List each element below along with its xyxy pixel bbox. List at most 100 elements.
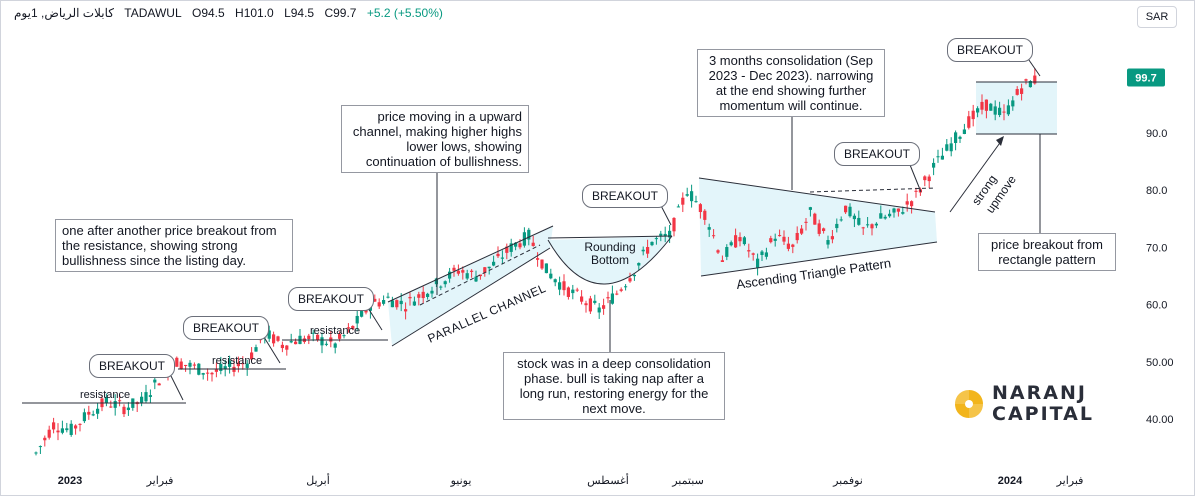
candle-body-97 (461, 270, 465, 273)
candle-body-6 (60, 428, 64, 433)
candle-body-44 (228, 360, 232, 367)
breakout-bubble-4: BREAKOUT (582, 184, 669, 208)
candle-body-136 (632, 274, 636, 277)
candle-body-217 (989, 103, 993, 111)
candle-body-216 (984, 99, 988, 111)
candle-body-90 (430, 290, 434, 294)
candle-body-74 (360, 311, 364, 317)
candle-body-2 (43, 437, 47, 441)
candle-body-84 (404, 309, 408, 312)
x-tick-3: يونيو (450, 475, 472, 487)
candle-body-177 (813, 213, 817, 225)
candle-body-207 (945, 144, 949, 151)
candle-body-17 (109, 406, 113, 408)
candle-body-66 (324, 343, 328, 345)
resistance-label-2: resistance (212, 355, 262, 367)
candle-body-152 (703, 210, 707, 220)
candle-body-198 (905, 201, 909, 205)
candle-body-32 (175, 357, 179, 367)
candle-body-139 (646, 247, 650, 254)
logo-core (965, 400, 973, 408)
candle-body-150 (694, 201, 698, 203)
candle-body-100 (474, 276, 478, 282)
note-three-month-consolidation: 3 months consolidation (Sep 2023 - Dec 2… (697, 49, 885, 117)
candle-body-101 (478, 274, 482, 277)
candle-body-53 (267, 330, 271, 339)
ohlc-high: H101.0 (235, 6, 274, 20)
candle-body-57 (285, 345, 289, 350)
candle-body-94 (448, 271, 452, 279)
candle-body-191 (874, 223, 878, 226)
candle-body-80 (386, 296, 390, 298)
candle-body-28 (157, 383, 161, 386)
candle-body-4 (52, 422, 56, 430)
candle-body-189 (866, 224, 870, 226)
candle-body-222 (1011, 100, 1015, 107)
breakout-bubble-6: BREAKOUT (947, 38, 1034, 62)
candle-body-48 (245, 363, 249, 368)
logo-line-1: NARANJ (992, 382, 1087, 404)
candle-body-182 (835, 223, 839, 229)
candle-body-212 (967, 116, 971, 128)
candle-body-119 (558, 282, 562, 290)
y-tick-1: 80.0 (1146, 185, 1167, 197)
candle-body-65 (320, 337, 324, 346)
candle-body-140 (650, 241, 654, 246)
candle-body-214 (976, 108, 980, 113)
candle-body-125 (584, 303, 588, 306)
breakout-bubble-1: BREAKOUT (89, 354, 176, 378)
currency-button[interactable]: SAR (1137, 6, 1177, 28)
candle-body-58 (289, 341, 293, 343)
candle-body-195 (892, 208, 896, 213)
naranj-logo-mark-icon (955, 390, 983, 418)
candle-body-109 (514, 242, 518, 247)
candle-body-226 (1028, 81, 1032, 88)
candle-body-0 (34, 452, 38, 454)
x-tick-5: سبتمبر (671, 475, 704, 487)
candle-body-121 (566, 287, 570, 297)
candle-body-12 (87, 411, 91, 415)
y-tick-4: 50.00 (1146, 357, 1174, 369)
candle-body-144 (668, 230, 672, 238)
candle-body-227 (1033, 75, 1037, 84)
candle-body-160 (738, 237, 742, 242)
candle-body-104 (492, 261, 496, 266)
candle-body-219 (998, 107, 1002, 116)
candle-body-164 (756, 258, 760, 268)
candle-body-46 (236, 362, 240, 367)
candle-body-19 (118, 400, 122, 402)
breakout-bubble-5: BREAKOUT (834, 142, 921, 166)
candle-body-42 (219, 363, 223, 371)
note-resistance: one after another price breakout from th… (55, 219, 293, 272)
naranj-logo: NARANJ CAPITAL (952, 380, 1102, 428)
candle-body-95 (452, 267, 456, 271)
candle-body-69 (338, 334, 342, 339)
candle-body-16 (104, 397, 108, 403)
candle-body-118 (553, 279, 557, 283)
candle-body-49 (250, 352, 254, 360)
candle-body-173 (795, 232, 799, 241)
candle-body-132 (615, 293, 619, 295)
candle-body-106 (500, 257, 504, 259)
candle-body-221 (1006, 105, 1010, 115)
candle-body-36 (192, 364, 196, 366)
candle-body-127 (593, 300, 597, 303)
candle-body-85 (408, 296, 412, 299)
candle-body-99 (470, 270, 474, 272)
candle-body-25 (144, 392, 148, 402)
y-tick-5: 40.00 (1146, 414, 1174, 426)
logo-petal-2 (969, 404, 983, 418)
y-tick-0: 90.0 (1146, 128, 1167, 140)
candle-body-126 (588, 298, 592, 312)
candle-body-176 (808, 207, 812, 210)
candle-body-56 (280, 344, 284, 349)
symbol-name[interactable]: كابلات الرياض, 1يوم (14, 6, 114, 20)
candle-body-11 (82, 412, 86, 422)
candle-body-188 (861, 227, 865, 229)
rounding-bottom-curve (547, 235, 673, 285)
candle-body-224 (1020, 88, 1024, 94)
candle-body-124 (580, 296, 584, 302)
candle-body-55 (276, 336, 280, 341)
candle-body-161 (742, 237, 746, 245)
